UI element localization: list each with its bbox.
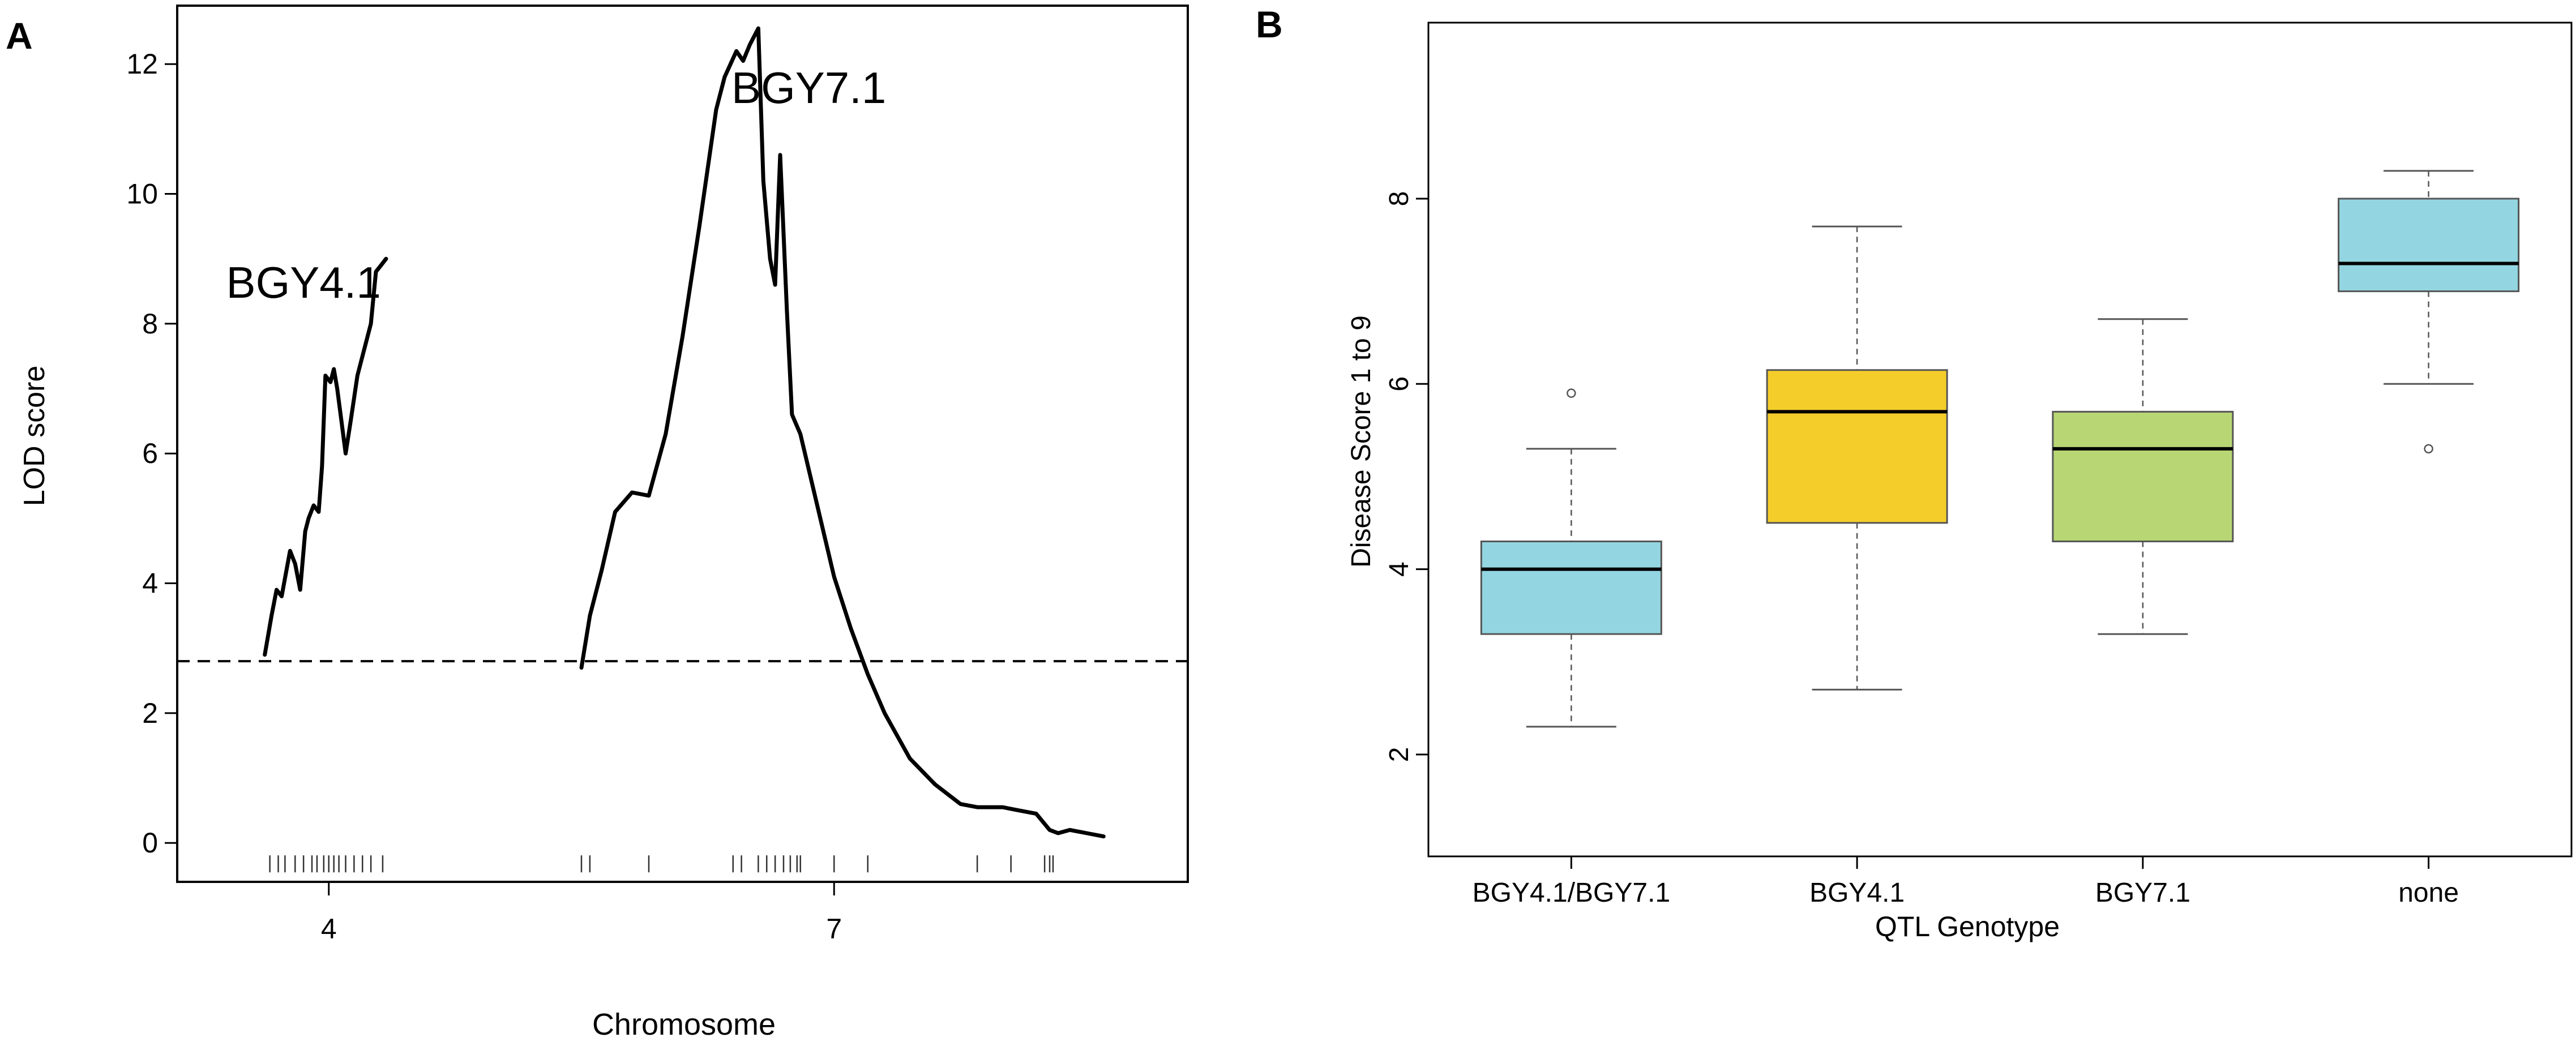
- box-y-tick-label: 8: [1384, 191, 1414, 207]
- lod-plot-area: BGY4.1 BGY7.1: [176, 5, 1189, 883]
- panel-b-letter: B: [1256, 3, 1283, 45]
- box-iqr: [1766, 369, 1948, 524]
- lod-x-tick-label: 7: [826, 913, 842, 945]
- box-y-tick-label: 6: [1384, 376, 1414, 392]
- qtl-annotation-label: BGY7.1: [731, 63, 886, 113]
- lod-y-tick-label: 6: [142, 438, 158, 469]
- box-x-axis: BGY4.1/BGY7.1 BGY4.1 BGY7.1 none: [1473, 856, 2459, 908]
- lod-y-tick-label: 2: [142, 697, 158, 729]
- box-group-bgy7-1: [2052, 318, 2234, 635]
- lod-y-tick-label: 10: [126, 178, 158, 210]
- lod-y-axis: 0 2 4 6 8 10 12: [126, 48, 177, 859]
- lod-x-axis-label: Chromosome: [592, 1008, 776, 1041]
- box-y-tick-label: 2: [1384, 747, 1414, 762]
- lod-plot-frame: [176, 5, 1189, 883]
- lod-series-line-bgy7-1: [579, 26, 1106, 839]
- lod-y-tick-label: 12: [126, 48, 158, 80]
- box-x-tick-label: BGY7.1: [2095, 878, 2190, 908]
- box-x-tick-label: BGY4.1/BGY7.1: [1473, 878, 1671, 908]
- box-plot-area: [1427, 22, 2573, 858]
- box-plot-frame: [1427, 22, 2573, 858]
- panel-a-letter: A: [6, 15, 33, 57]
- box-iqr: [2338, 198, 2520, 293]
- lod-y-tick-label: 0: [142, 827, 158, 859]
- lod-y-tick-label: 4: [142, 568, 158, 599]
- panel-b-box-plot: B BGY4.1/BGY7.1 BGY4.1 BGY7.1 none 2 4 6 8 QTL…: [1256, 3, 2573, 942]
- box-iqr: [1480, 541, 1662, 635]
- box-group-bgy4-1-bgy7-1: [1480, 388, 1662, 728]
- box-y-axis-label: Disease Score 1 to 9: [1346, 315, 1376, 568]
- lod-y-axis-label: LOD score: [18, 366, 51, 507]
- box-group-none: [2338, 170, 2520, 454]
- box-outlier-point: [2424, 444, 2433, 454]
- lod-x-tick-label: 4: [321, 913, 337, 945]
- box-x-axis-label: QTL Genotype: [1875, 911, 2060, 942]
- box-iqr: [2052, 410, 2234, 543]
- box-x-tick-label: none: [2398, 878, 2459, 908]
- lod-y-tick-label: 8: [142, 308, 158, 340]
- box-y-tick-label: 4: [1384, 561, 1414, 577]
- qtl-annotation-label: BGY4.1: [226, 258, 381, 307]
- box-y-axis: 2 4 6 8: [1384, 191, 1428, 762]
- lod-series-line-bgy4-1: [263, 256, 388, 657]
- box-outlier-point: [1567, 388, 1576, 398]
- box-group-bgy4-1: [1766, 225, 1948, 691]
- box-x-tick-label: BGY4.1: [1809, 878, 1905, 908]
